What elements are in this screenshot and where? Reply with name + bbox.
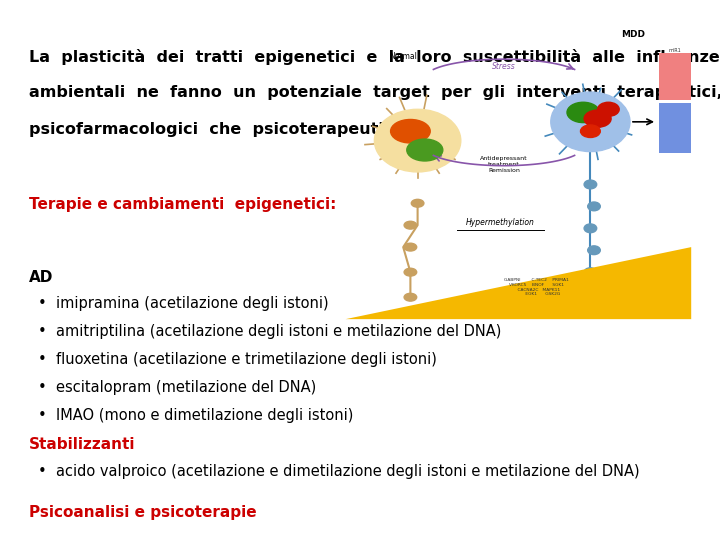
Text: La  plasticità  dei  tratti  epigenetici  e  la  loro  suscettibilità  alle  inf: La plasticità dei tratti epigenetici e l…	[29, 49, 719, 65]
Text: Terapie e cambiamenti  epigenetici:: Terapie e cambiamenti epigenetici:	[29, 197, 336, 212]
Text: Stabilizzanti: Stabilizzanti	[29, 437, 135, 453]
Ellipse shape	[588, 202, 600, 211]
Ellipse shape	[411, 199, 424, 207]
Ellipse shape	[584, 224, 597, 233]
Text: Normal: Normal	[390, 52, 417, 61]
Text: •: •	[37, 296, 46, 311]
Text: miF-14
miF-13
miF-3x
miF-77: miF-14 miF-13 miF-3x miF-77	[667, 100, 683, 122]
Ellipse shape	[588, 289, 600, 299]
Ellipse shape	[404, 221, 417, 229]
Ellipse shape	[404, 293, 417, 301]
Text: miR1
miR2
miR3
miR4: miR1 miR2 miR3 miR4	[669, 48, 681, 71]
Ellipse shape	[580, 125, 600, 138]
Ellipse shape	[567, 102, 599, 123]
Text: psicofarmacologici  che  psicoterapeutici.: psicofarmacologici che psicoterapeutici.	[29, 122, 405, 137]
Text: •: •	[37, 464, 46, 480]
Text: acido valproico (acetilazione e dimetilazione degli istoni e metilazione del DNA: acido valproico (acetilazione e dimetila…	[56, 464, 640, 480]
Ellipse shape	[584, 268, 597, 276]
Text: escitalopram (metilazione del DNA): escitalopram (metilazione del DNA)	[56, 380, 316, 395]
Text: Psicoanalisi e psicoterapie: Psicoanalisi e psicoterapie	[29, 505, 256, 520]
Ellipse shape	[374, 109, 461, 172]
Text: •: •	[37, 380, 46, 395]
Text: •: •	[37, 324, 46, 339]
Ellipse shape	[390, 119, 431, 143]
Text: IMAO (mono e dimetilazione degli istoni): IMAO (mono e dimetilazione degli istoni)	[56, 408, 354, 423]
Text: imipramina (acetilazione degli istoni): imipramina (acetilazione degli istoni)	[56, 296, 329, 311]
Text: Stress: Stress	[492, 62, 516, 71]
Ellipse shape	[584, 180, 597, 189]
Ellipse shape	[588, 246, 600, 255]
Text: fluoxetina (acetilazione e trimetilazione degli istoni): fluoxetina (acetilazione e trimetilazion…	[56, 352, 437, 367]
Text: AD: AD	[29, 270, 53, 285]
Ellipse shape	[407, 139, 443, 161]
FancyBboxPatch shape	[659, 53, 691, 100]
Text: Hypermethylation: Hypermethylation	[466, 218, 535, 227]
Text: Antidepressant
treatment
Remission: Antidepressant treatment Remission	[480, 157, 528, 173]
Ellipse shape	[551, 92, 630, 152]
Text: MDD: MDD	[621, 30, 646, 39]
Ellipse shape	[598, 102, 619, 116]
Text: amitriptilina (acetilazione degli istoni e metilazione del DNA): amitriptilina (acetilazione degli istoni…	[56, 324, 502, 339]
Ellipse shape	[584, 110, 611, 127]
Text: •: •	[37, 408, 46, 423]
Ellipse shape	[404, 268, 417, 276]
FancyBboxPatch shape	[659, 103, 691, 153]
Text: GABPNI        C-TEC2    PRIMA1
VKORC5    BNOF      SGK1
    CACNA2C   MAPK11
   : GABPNI C-TEC2 PRIMA1 VKORC5 BNOF SGK1 CA…	[504, 279, 569, 296]
Text: ambientali  ne  fanno  un  potenziale  target  per  gli  interventi  terapeutici: ambientali ne fanno un potenziale target…	[29, 85, 720, 100]
Text: •: •	[37, 352, 46, 367]
Polygon shape	[346, 247, 691, 319]
Ellipse shape	[404, 243, 417, 251]
